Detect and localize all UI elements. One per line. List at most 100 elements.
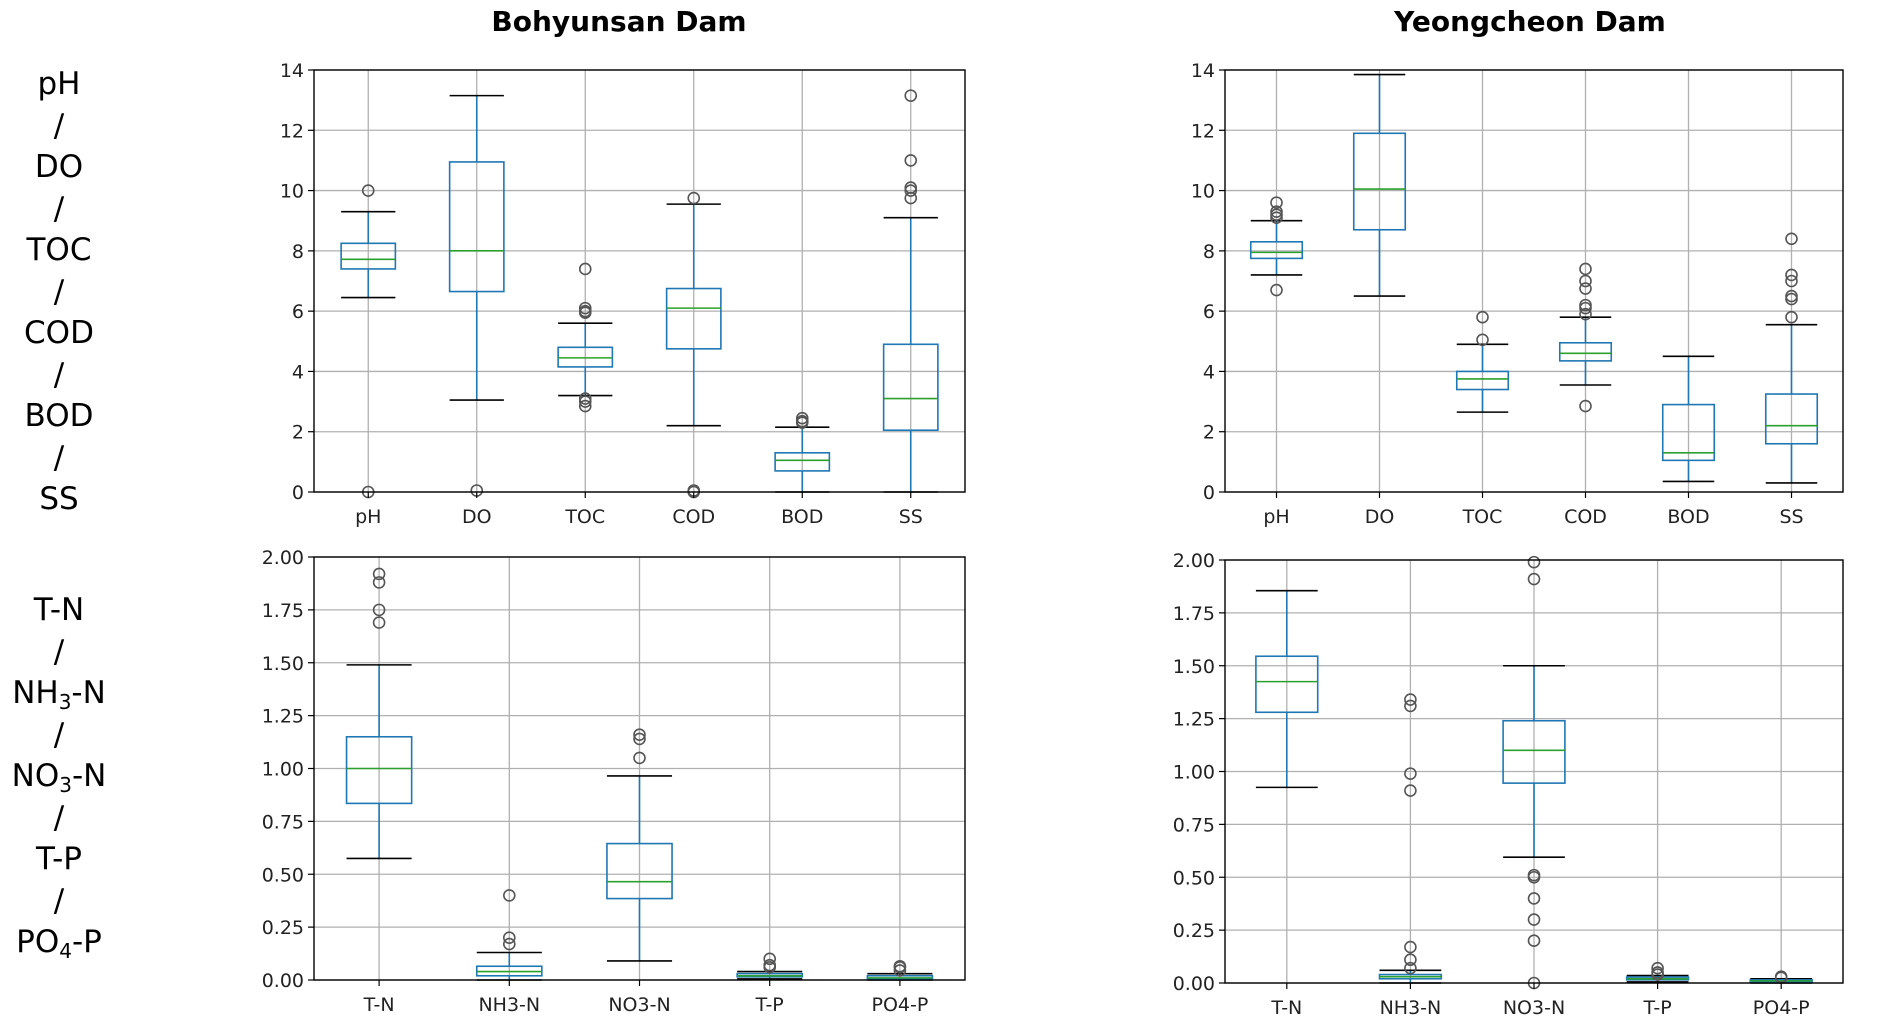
outlier-point: [578, 262, 592, 276]
x-tick-label: pH: [1263, 506, 1289, 528]
outlier-point: [904, 154, 918, 167]
outlier-point: [1579, 301, 1592, 315]
outlier-point: [372, 576, 386, 589]
y-tick-label: 0.50: [262, 864, 304, 886]
outlier-point: [502, 937, 516, 951]
outlier-point: [1579, 399, 1592, 413]
outlier-point: [904, 191, 918, 205]
box-nh3-n: [1378, 693, 1443, 984]
box-iqr: [1249, 241, 1304, 260]
y-tick-label: 1.25: [1173, 709, 1215, 731]
row-label-text: T-P: [36, 841, 82, 877]
y-tick-label: 4: [292, 361, 304, 383]
outlier-point: [372, 603, 386, 617]
x-tick-label: T-P: [1643, 997, 1672, 1018]
y-tick-label: 0: [1203, 482, 1215, 504]
y-tick-label: 0.50: [1173, 867, 1215, 889]
row-label-line: /: [53, 439, 65, 476]
x-tick-label: DO: [1365, 506, 1395, 528]
outlier-point: [1404, 767, 1417, 780]
outlier-point: [1579, 282, 1592, 295]
box-t-n: [345, 567, 413, 860]
box-iqr: [1255, 655, 1319, 714]
outlier-point: [904, 89, 918, 102]
box-iqr: [1558, 341, 1613, 362]
outlier-point: [1651, 968, 1664, 981]
outlier-point: [904, 184, 918, 197]
row-label-text: -N: [71, 758, 107, 794]
outlier-point: [1579, 274, 1592, 288]
outlier-point: [1785, 292, 1798, 306]
x-tick-label: pH: [355, 506, 381, 528]
box-do: [448, 94, 505, 497]
y-tick-label: 10: [280, 181, 304, 203]
box-iqr: [1764, 393, 1819, 445]
x-tick-label: T-P: [755, 994, 784, 1016]
row-label-line: NH3-N: [0, 673, 118, 715]
row-label-line: T-N: [0, 590, 118, 632]
row-label-line: /: [0, 798, 118, 840]
y-tick-label: 14: [1191, 60, 1215, 82]
outlier-point: [1270, 283, 1283, 297]
box-iqr: [606, 842, 673, 900]
y-tick-label: 10: [1191, 181, 1215, 203]
row-label-text: -P: [71, 924, 102, 960]
y-tick-label: 0.75: [262, 811, 304, 833]
row-label-line: TOC: [26, 232, 92, 268]
outlier-point: [687, 191, 701, 205]
box-ph: [1249, 196, 1304, 297]
row-label-line: DO: [34, 149, 84, 185]
box-toc: [557, 262, 614, 413]
y-tick-label: 1.50: [262, 653, 304, 675]
box-t-n: [1255, 589, 1319, 789]
row-label-text: /: [53, 882, 65, 919]
box-nh3-n: [475, 889, 543, 981]
y-tick-label: 8: [1203, 241, 1215, 263]
row-label-line: BOD: [24, 398, 94, 434]
outlier-point: [578, 306, 592, 319]
outlier-point: [1785, 232, 1798, 246]
outlier-point: [1527, 572, 1541, 586]
box-t-p: [736, 952, 804, 980]
row-label-text: -N: [71, 675, 106, 711]
y-tick-label: 1.75: [262, 600, 304, 622]
row-label-bottom: T-N / NH3-N / NO3-N / T-P / PO4-P: [0, 590, 118, 964]
outlier-point: [1476, 333, 1489, 347]
x-tick-label: NO3-N: [1503, 997, 1565, 1018]
y-tick-label: 1.75: [1173, 603, 1215, 625]
outlier-point: [502, 931, 516, 945]
y-tick-label: 8: [292, 241, 304, 263]
y-tick-label: 1.25: [262, 706, 304, 728]
outlier-point: [578, 399, 592, 413]
box-iqr: [1455, 370, 1510, 391]
row-label-line: /: [53, 190, 65, 227]
outlier-point: [633, 751, 646, 765]
outlier-point: [1785, 274, 1798, 288]
axes-frame: [313, 556, 966, 981]
outlier-point: [1476, 310, 1489, 324]
box-cod: [1558, 262, 1613, 413]
box-iqr: [665, 287, 722, 350]
axes-frame: [1224, 69, 1844, 493]
y-tick-label: 0: [292, 482, 304, 504]
outlier-point: [1404, 699, 1417, 713]
y-tick-label: 1.00: [262, 759, 304, 781]
boxplot-panel-1: 0 2 4 6 8 10 12 14 pH DO TOC COD BOD SS: [280, 60, 966, 528]
row-label-subscript: 4: [59, 939, 72, 963]
box-toc: [1455, 310, 1510, 413]
outlier-point: [1785, 310, 1798, 324]
row-label-text: /: [53, 633, 65, 670]
boxplot-panel-4: 0.00 0.25 0.50 0.75 1.00 1.25 1.50 1.75 2.00 T-N N…: [1173, 550, 1844, 1018]
outlier-point: [1404, 693, 1417, 706]
y-tick-label: 14: [280, 60, 304, 82]
box-ss: [1764, 232, 1819, 484]
row-label-line: COD: [24, 315, 94, 351]
outlier-point: [1785, 268, 1798, 282]
x-tick-label: PO4-P: [871, 994, 928, 1016]
row-label-line: NO3-N: [0, 756, 118, 798]
outlier-point: [372, 616, 386, 629]
x-tick-label: T-N: [1270, 997, 1302, 1018]
outlier-point: [763, 952, 777, 966]
x-tick-label: COD: [1564, 506, 1607, 528]
